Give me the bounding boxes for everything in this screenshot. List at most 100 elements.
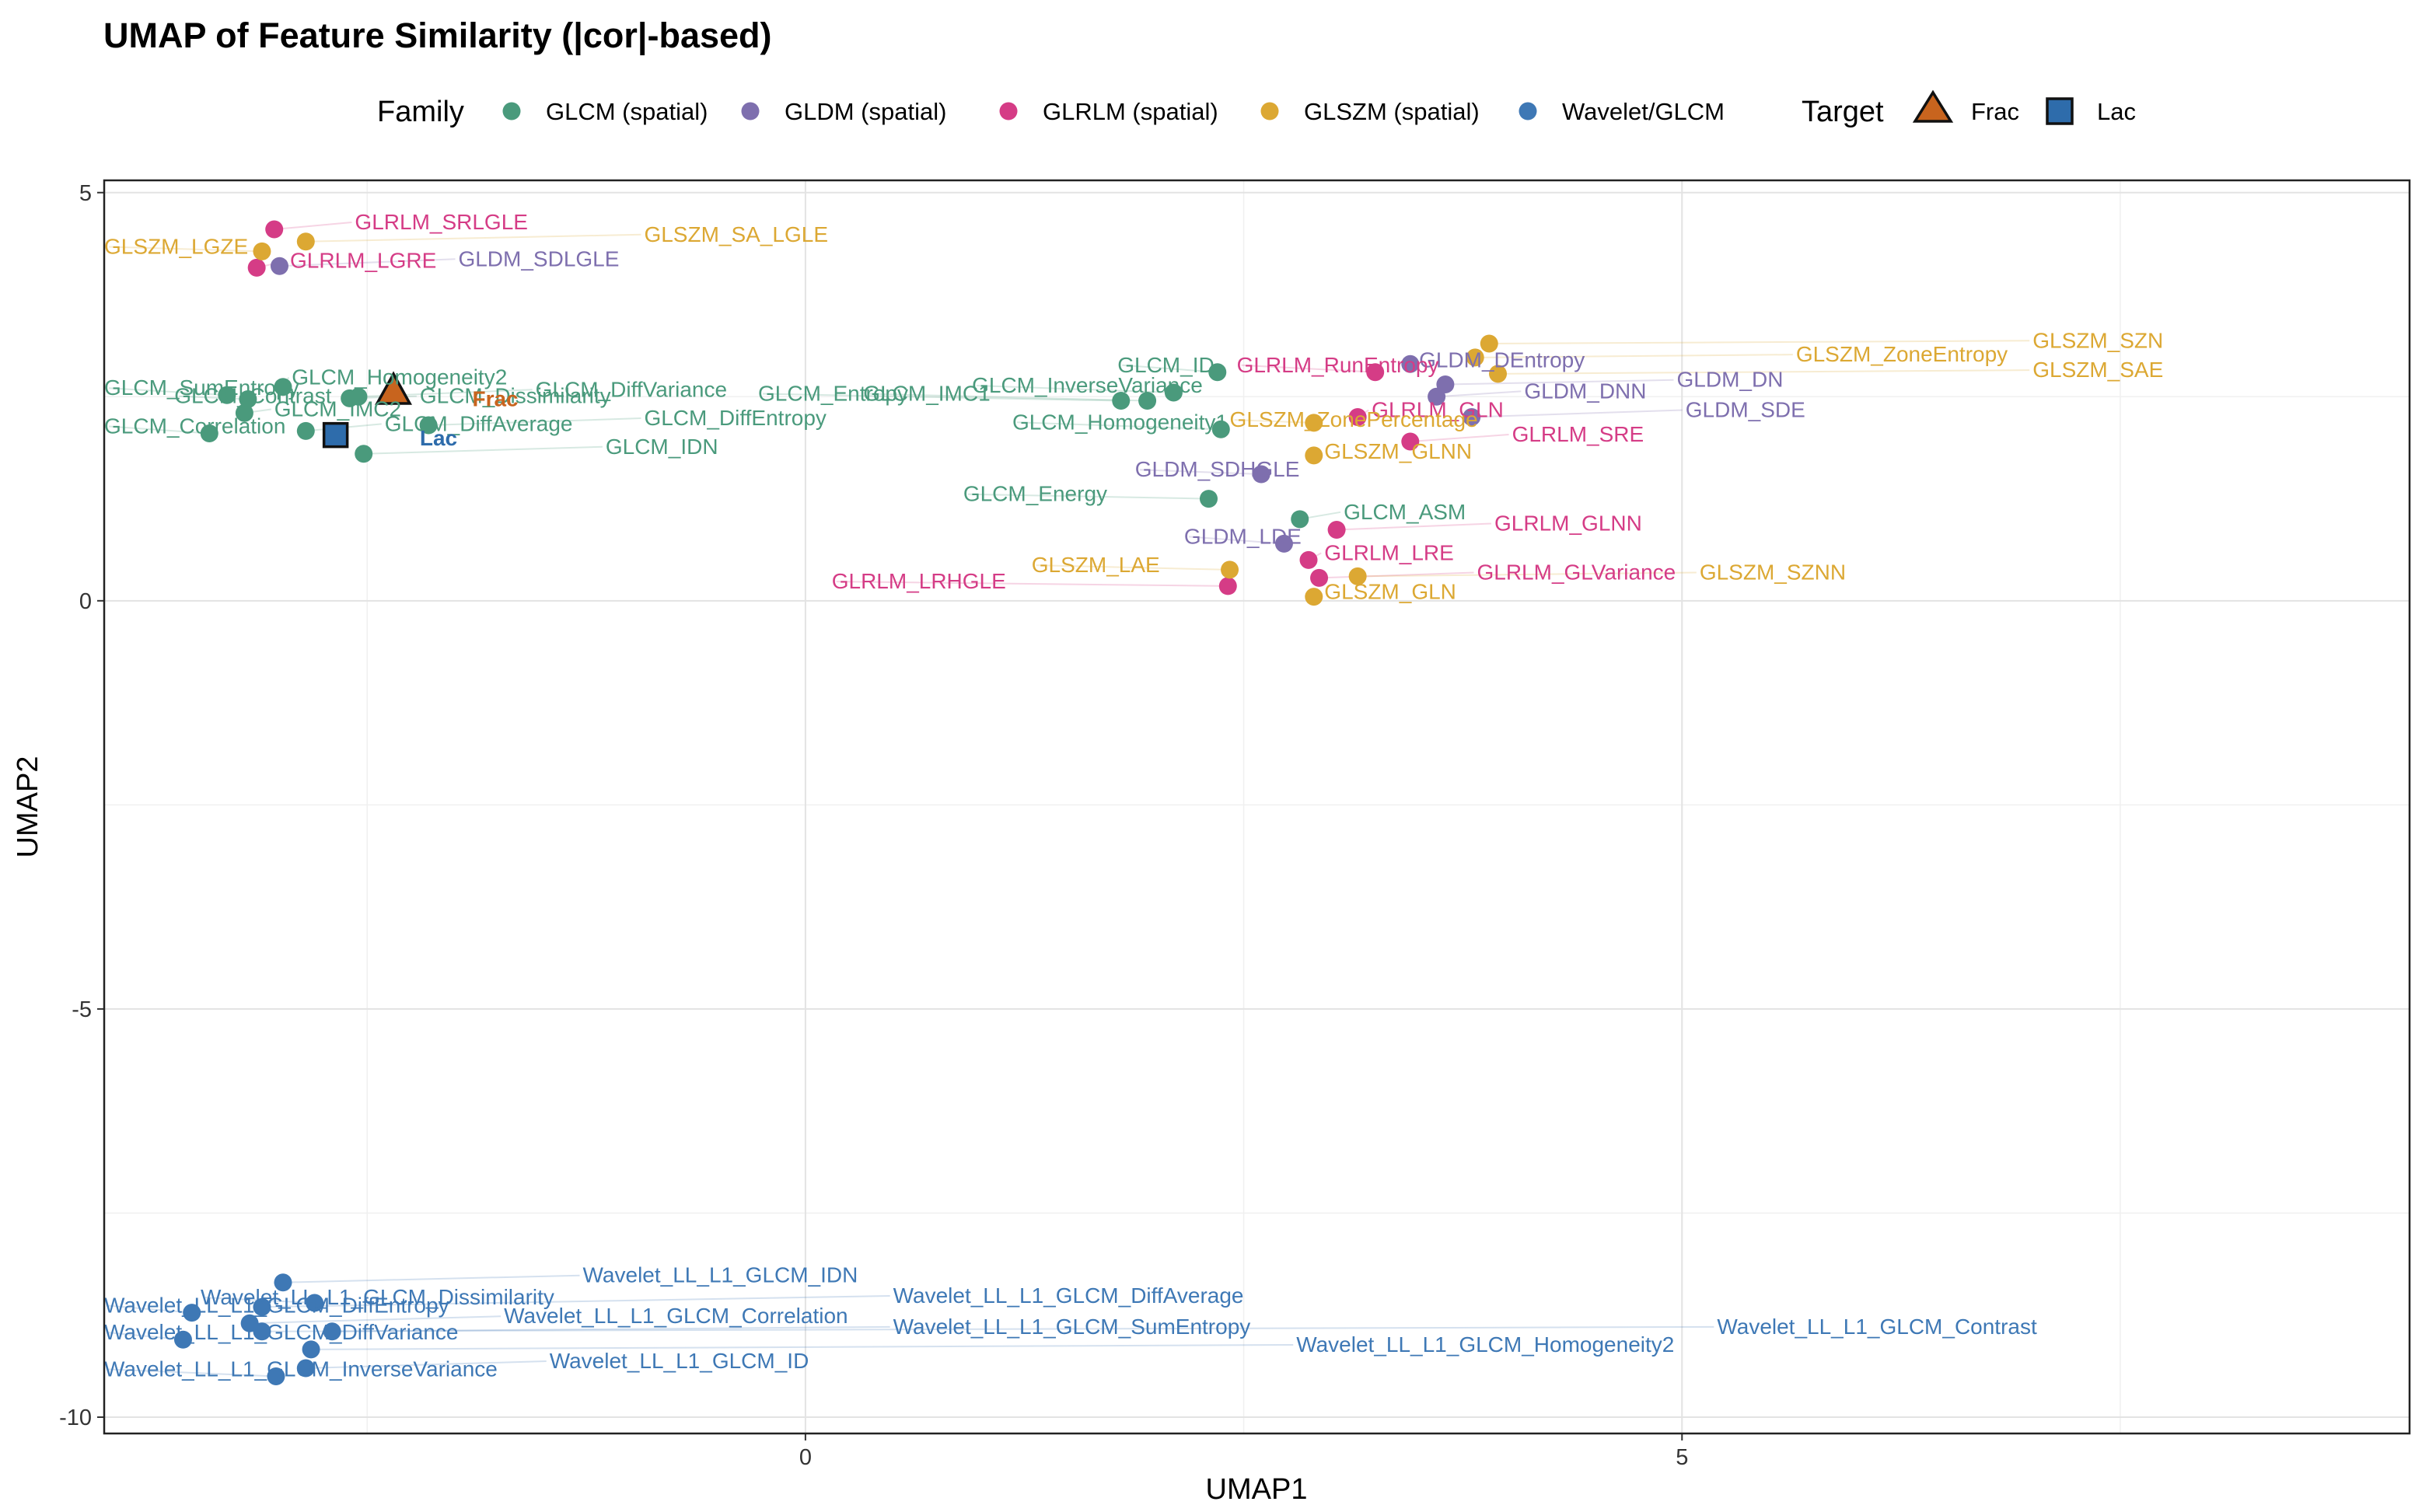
label-connector [108, 425, 210, 435]
label-gldm-sde: GLDM_SDE [1686, 398, 1805, 422]
label-glcm-correlation: GLCM_Correlation [104, 414, 285, 438]
point-gldm-sdhgle [1252, 465, 1270, 484]
point-glszm-lgze [253, 242, 271, 260]
point-glcm-contrast [239, 389, 257, 408]
data-points [173, 220, 1508, 1385]
label-connector [1436, 390, 1522, 398]
legend-label-glszm: GLSZM (spatial) [1304, 98, 1480, 125]
label-glszm-sznn: GLSZM_SZNN [1700, 560, 1846, 585]
point-glcm-entropy [1112, 392, 1131, 410]
point-glcm-inversevariance [1164, 383, 1183, 402]
label-gldm-dn: GLDM_DN [1677, 368, 1784, 392]
label-connector [306, 1360, 547, 1369]
label-connector [1337, 522, 1492, 531]
label-glcm-id: GLCM_ID [1117, 353, 1214, 377]
point-glszm-szn [1480, 334, 1498, 353]
point-wavelet-ll-l1-glcm-dissimilarity [306, 1294, 324, 1312]
point-gldm-sde [1463, 408, 1481, 427]
point-wavelet-ll-l1-glcm-idn [274, 1273, 292, 1292]
label-glrlm-glnn: GLRLM_GLNN [1494, 512, 1642, 536]
label-connector [179, 395, 248, 400]
label-gldm-sdhgle: GLDM_SDHGLE [1135, 457, 1300, 481]
label-glszm-sae: GLSZM_SAE [2032, 358, 2163, 382]
label-glrlm-lrhgle: GLRLM_LRHGLE [832, 569, 1006, 593]
label-connector [261, 1294, 890, 1308]
legend-swatch-glszm [1260, 102, 1279, 120]
label-glszm-glnn: GLSZM_GLNN [1324, 439, 1472, 463]
label-wavelet-ll-l1-glcm-dissimilarity: Wavelet_LL_L1_GLCM_Dissimilarity [201, 1285, 554, 1309]
point-glcm-diffaverage [296, 421, 315, 440]
label-connector [1498, 369, 2030, 375]
legend-label-glcm: GLCM (spatial) [546, 98, 708, 125]
label-glcm-entropy: GLCM_Entropy [758, 382, 908, 406]
label-glrlm-sre: GLRLM_SRE [1512, 422, 1644, 446]
label-wavelet-ll-l1-glcm-diffaverage: Wavelet_LL_L1_GLCM_DiffAverage [893, 1283, 1244, 1308]
point-glcm-id [1208, 363, 1227, 382]
point-glcm-asm [1291, 510, 1309, 529]
point-glszm-zonepercentage [1305, 414, 1323, 432]
point-wavelet-ll-l1-glcm-diffentropy [183, 1304, 201, 1322]
label-glszm-lgze: GLSZM_LGZE [104, 235, 248, 259]
label-glrlm-glvariance: GLRLM_GLVariance [1477, 560, 1676, 585]
y-tick-label: 5 [79, 181, 92, 206]
point-glcm-sumentropy [218, 386, 236, 404]
legend: Family GLCM (spatial) GLDM (spatial) GLRLM … [377, 89, 2136, 128]
plot-panel-border [103, 179, 2411, 1435]
label-connector [274, 222, 352, 231]
legend-swatch-wavelet [1519, 102, 1537, 120]
legend-family-title: Family [377, 96, 464, 128]
label-connector [1475, 354, 1793, 358]
label-connector [311, 1343, 1294, 1350]
point-glcm-diffentropy [419, 416, 438, 435]
label-gldm-dentropy: GLDM_DEntropy [1419, 347, 1585, 372]
target-lac-square [322, 421, 349, 449]
label-wavelet-ll-l1-glcm-homogeneity2: Wavelet_LL_L1_GLCM_Homogeneity2 [1296, 1332, 1674, 1357]
legend-lac-square-icon [2046, 97, 2074, 125]
label-connector [1445, 379, 1674, 386]
point-glrlm-gln [1348, 408, 1367, 427]
point-glrlm-srlgle [265, 220, 284, 239]
label-gldm-lde: GLDM_LDE [1184, 524, 1302, 548]
label-connector [261, 1325, 1714, 1332]
point-glszm-zoneentropy [1466, 348, 1484, 367]
label-gldm-dnn: GLDM_DNN [1524, 379, 1646, 403]
label-connector [428, 417, 641, 427]
label-wavelet-ll-l1-glcm-idn: Wavelet_LL_L1_GLCM_IDN [583, 1263, 858, 1287]
label-target-lac: Lac [420, 426, 457, 450]
label-connector [306, 233, 641, 243]
label-glszm-lae: GLSZM_LAE [1032, 553, 1160, 577]
target-frac-triangle [375, 371, 413, 405]
legend-label-gldm: GLDM (spatial) [785, 98, 946, 125]
point-gldm-sdlgle [270, 257, 288, 275]
label-connector [1489, 340, 2030, 345]
label-wavelet-ll-l1-glcm-contrast: Wavelet_LL_L1_GLCM_Contrast [1717, 1315, 2037, 1339]
label-connector [279, 258, 456, 267]
label-glcm-diffaverage: GLCM_DiffAverage [385, 411, 573, 435]
point-glrlm-lre [1299, 550, 1318, 569]
label-connector [363, 445, 603, 455]
legend-swatch-gldm [741, 102, 760, 120]
grid-lines [104, 180, 2410, 1433]
label-connector [836, 581, 1228, 587]
point-glrlm-sre [1401, 432, 1420, 451]
y-tick-label: -5 [72, 997, 92, 1022]
label-connector [1410, 434, 1509, 443]
label-connector [967, 493, 1209, 500]
label-glcm-diffvariance: GLCM_DiffVariance [536, 377, 727, 401]
point-glcm-homogeneity2 [274, 378, 292, 396]
x-tick-label: 5 [1676, 1445, 1688, 1470]
point-gldm-dnn [1428, 387, 1446, 406]
label-gldm-sdlgle: GLDM_SDLGLE [458, 246, 619, 271]
point-glszm-gln [1305, 588, 1323, 606]
label-connector [977, 385, 1174, 394]
point-wavelet-ll-l1-glcm-inversevariance [267, 1367, 285, 1385]
point-glcm-idn [355, 445, 373, 463]
label-connector [1188, 536, 1284, 545]
point-glszm-sznn [1348, 567, 1367, 585]
point-wavelet-ll-l1-glcm-contrast [253, 1322, 271, 1341]
y-axis-title: UMAP2 [12, 756, 44, 858]
label-glszm-zoneentropy: GLSZM_ZoneEntropy [1796, 342, 2008, 366]
label-glcm-idn: GLCM_IDN [606, 435, 718, 459]
